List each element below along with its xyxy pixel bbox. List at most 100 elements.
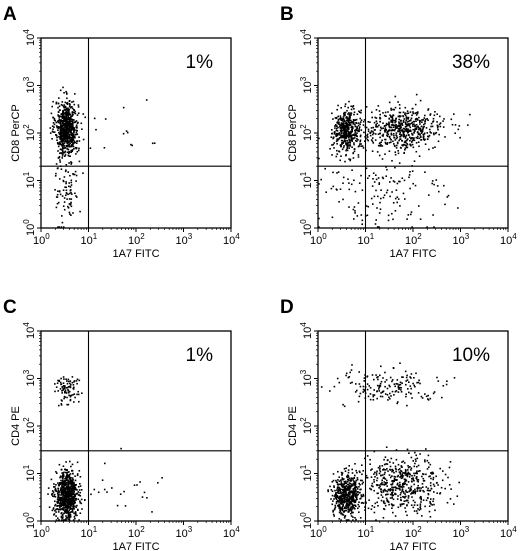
data-point <box>403 133 405 136</box>
data-point <box>69 508 72 510</box>
data-point <box>370 197 373 200</box>
data-point <box>352 507 354 510</box>
data-point <box>56 472 58 474</box>
data-point <box>433 133 435 136</box>
data-point <box>350 501 353 504</box>
data-point <box>78 489 81 491</box>
data-point <box>392 180 395 182</box>
tick-base: 10 <box>302 517 314 529</box>
data-point <box>68 120 71 122</box>
data-point <box>407 469 409 471</box>
data-point <box>408 174 411 176</box>
data-point <box>69 492 71 494</box>
data-point <box>77 104 80 106</box>
data-point <box>360 109 362 112</box>
data-point <box>354 463 356 465</box>
data-point <box>79 512 82 514</box>
data-point <box>71 503 73 505</box>
data-point <box>64 492 66 495</box>
data-point <box>428 134 431 137</box>
data-point <box>390 124 393 126</box>
data-point <box>422 473 425 476</box>
x-tick-label: 100 <box>33 232 50 247</box>
data-point <box>351 129 353 131</box>
data-point <box>356 389 358 392</box>
data-point <box>56 508 58 510</box>
data-point <box>348 147 350 149</box>
data-point <box>384 141 387 144</box>
data-point <box>349 141 352 144</box>
data-point <box>350 512 352 515</box>
data-point <box>78 379 81 382</box>
data-point <box>351 502 353 505</box>
tick-base: 10 <box>302 81 314 93</box>
data-point <box>357 124 360 127</box>
data-point <box>340 492 343 495</box>
data-point <box>58 109 61 111</box>
tick-exponent: 3 <box>299 369 308 374</box>
data-point <box>346 475 348 478</box>
data-point <box>397 474 399 477</box>
data-point <box>377 226 379 228</box>
data-point <box>427 493 430 495</box>
data-point <box>71 126 74 129</box>
data-point <box>67 515 70 518</box>
data-point <box>56 498 59 501</box>
data-point <box>389 489 391 492</box>
data-point <box>60 497 63 500</box>
data-point <box>339 136 342 139</box>
data-point <box>68 135 70 137</box>
data-point <box>375 189 377 192</box>
data-point <box>339 117 342 120</box>
data-point <box>67 486 70 488</box>
data-point <box>385 463 387 465</box>
data-point <box>394 121 396 124</box>
data-point <box>391 491 393 494</box>
data-point <box>57 482 59 484</box>
data-point <box>66 492 68 494</box>
data-point <box>340 139 343 142</box>
data-point <box>388 101 391 104</box>
data-point <box>426 468 429 470</box>
data-point <box>68 211 71 214</box>
data-point <box>66 113 69 116</box>
data-point <box>66 151 69 154</box>
data-point <box>63 104 66 106</box>
data-point <box>70 149 73 152</box>
data-point <box>345 482 348 484</box>
data-point <box>404 493 406 495</box>
data-point <box>399 468 401 470</box>
data-point <box>362 493 365 496</box>
data-point <box>368 175 371 177</box>
data-point <box>59 508 62 510</box>
data-point <box>75 133 77 136</box>
data-point <box>324 167 326 170</box>
data-point <box>338 492 340 494</box>
data-point <box>413 479 415 482</box>
data-point <box>387 489 390 491</box>
data-point <box>344 120 346 122</box>
panel-letter: B <box>280 4 294 25</box>
data-point <box>379 120 381 123</box>
data-point <box>395 449 398 451</box>
data-point <box>344 506 347 508</box>
data-point <box>55 484 57 486</box>
tick-exponent: 2 <box>417 232 422 241</box>
data-point <box>68 518 71 520</box>
data-point <box>376 384 379 387</box>
data-point <box>391 468 394 471</box>
data-point <box>361 479 363 482</box>
data-point <box>382 177 385 180</box>
data-point <box>66 382 69 385</box>
data-point <box>65 189 68 192</box>
data-point <box>418 145 420 148</box>
data-point <box>383 483 385 486</box>
data-point <box>373 479 375 481</box>
data-point <box>433 503 435 506</box>
data-point <box>64 385 66 387</box>
data-point <box>67 193 69 196</box>
data-point <box>359 471 361 474</box>
data-point <box>339 509 341 511</box>
y-axis-label: CD8 PerCP <box>10 104 22 161</box>
data-point <box>345 124 348 126</box>
